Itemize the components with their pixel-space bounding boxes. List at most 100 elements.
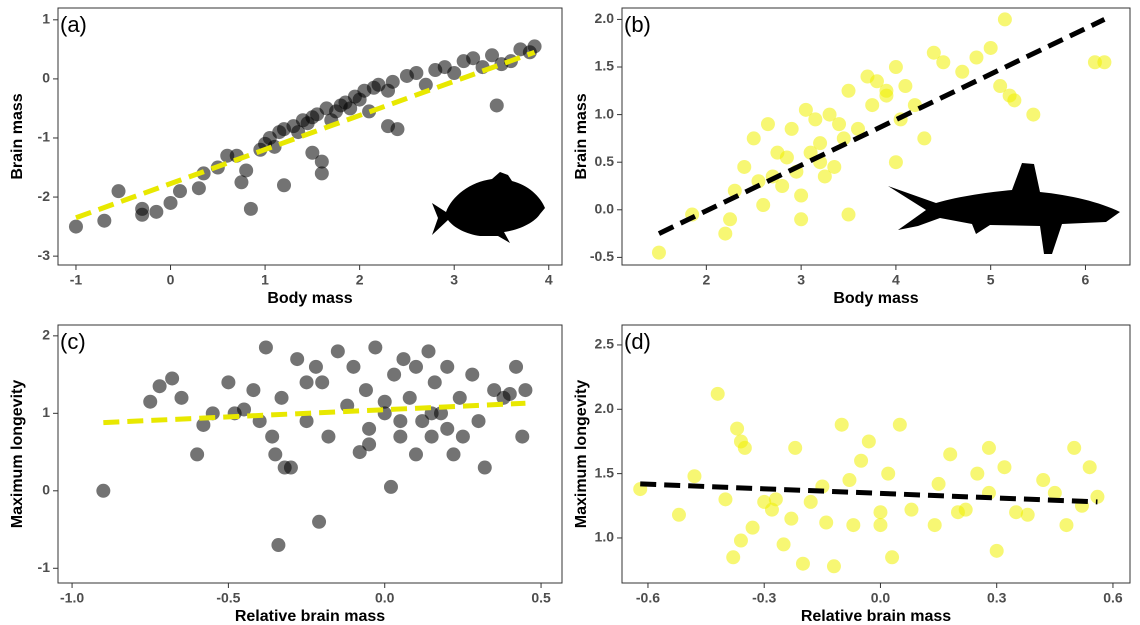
plot-frame: [57, 324, 563, 584]
point: [760, 117, 775, 132]
x-tick-label: 4: [545, 272, 553, 288]
point: [881, 466, 896, 481]
y-tick-label: -2: [38, 188, 51, 204]
y-tick-label: -1: [38, 129, 51, 145]
point: [243, 201, 258, 216]
point: [299, 375, 314, 390]
point: [794, 188, 809, 203]
point: [362, 104, 377, 119]
point: [873, 505, 888, 520]
point: [191, 181, 206, 196]
x-tick-label: 0: [167, 272, 175, 288]
point: [997, 12, 1012, 27]
x-axis-title: Relative brain mass: [235, 608, 385, 625]
point: [907, 98, 922, 113]
point: [726, 550, 741, 565]
point: [970, 466, 985, 481]
point: [377, 394, 392, 409]
point: [408, 447, 423, 462]
point: [841, 83, 856, 98]
x-tick-label: 2: [356, 272, 364, 288]
plot-frame: [621, 7, 1131, 266]
trend-line: [75, 49, 536, 221]
point: [196, 417, 211, 432]
point: [784, 511, 799, 526]
point: [917, 131, 932, 146]
point: [314, 154, 329, 169]
point: [813, 136, 828, 151]
point: [489, 98, 504, 113]
point: [396, 352, 411, 367]
point: [1020, 507, 1035, 522]
panel-label: (d): [624, 329, 651, 354]
point: [424, 429, 439, 444]
point: [723, 212, 738, 227]
x-tick-label: -0.3: [752, 590, 776, 606]
point: [1047, 485, 1062, 500]
point: [440, 421, 455, 436]
point: [163, 195, 178, 210]
point: [268, 447, 283, 462]
y-axis-title: Brain mass: [9, 93, 26, 179]
point: [385, 74, 400, 89]
x-tick-label: -1.0: [60, 590, 84, 606]
point: [1082, 460, 1097, 475]
point: [861, 434, 876, 449]
x-tick-label: 5: [987, 272, 995, 288]
point: [746, 131, 761, 146]
y-tick-label: 0: [42, 70, 50, 86]
point: [808, 112, 823, 127]
point: [846, 518, 861, 533]
point: [798, 102, 813, 117]
point: [1036, 473, 1051, 488]
point: [143, 394, 158, 409]
point: [842, 473, 857, 488]
point: [274, 390, 289, 405]
x-axis-title: Body mass: [833, 290, 918, 307]
point: [343, 101, 358, 116]
y-tick-label: -0.5: [590, 248, 614, 264]
point: [873, 518, 888, 533]
point: [237, 402, 252, 417]
point: [718, 226, 733, 241]
point: [776, 537, 791, 552]
y-tick-label: 1.0: [595, 529, 615, 545]
point: [312, 514, 327, 529]
point: [865, 98, 880, 113]
point: [737, 159, 752, 174]
point: [779, 150, 794, 165]
trend-line: [657, 17, 1106, 236]
y-axis-title: Brain mass: [573, 93, 590, 179]
point: [352, 445, 367, 460]
point: [936, 55, 951, 70]
x-tick-label: 0.6: [1103, 590, 1123, 606]
point: [710, 386, 725, 401]
y-axis-title: Maximum longevity: [9, 380, 26, 529]
point: [993, 79, 1008, 94]
point: [381, 119, 396, 134]
point: [718, 492, 733, 507]
plot-frame: [621, 324, 1131, 584]
point: [290, 352, 305, 367]
point: [452, 390, 467, 405]
y-tick-label: 0.5: [595, 153, 615, 169]
point: [471, 414, 486, 429]
point: [931, 476, 946, 491]
point: [803, 145, 818, 160]
point: [415, 414, 430, 429]
point: [888, 60, 903, 75]
point: [267, 139, 282, 154]
trend-line: [640, 481, 1098, 505]
point: [383, 479, 398, 494]
point: [1067, 440, 1082, 455]
point: [393, 414, 408, 429]
point: [466, 51, 481, 66]
point: [1059, 518, 1074, 533]
point: [111, 184, 126, 199]
point: [869, 74, 884, 89]
plot-frame: [57, 7, 563, 266]
point: [1026, 107, 1041, 122]
x-tick-label: 3: [797, 272, 805, 288]
